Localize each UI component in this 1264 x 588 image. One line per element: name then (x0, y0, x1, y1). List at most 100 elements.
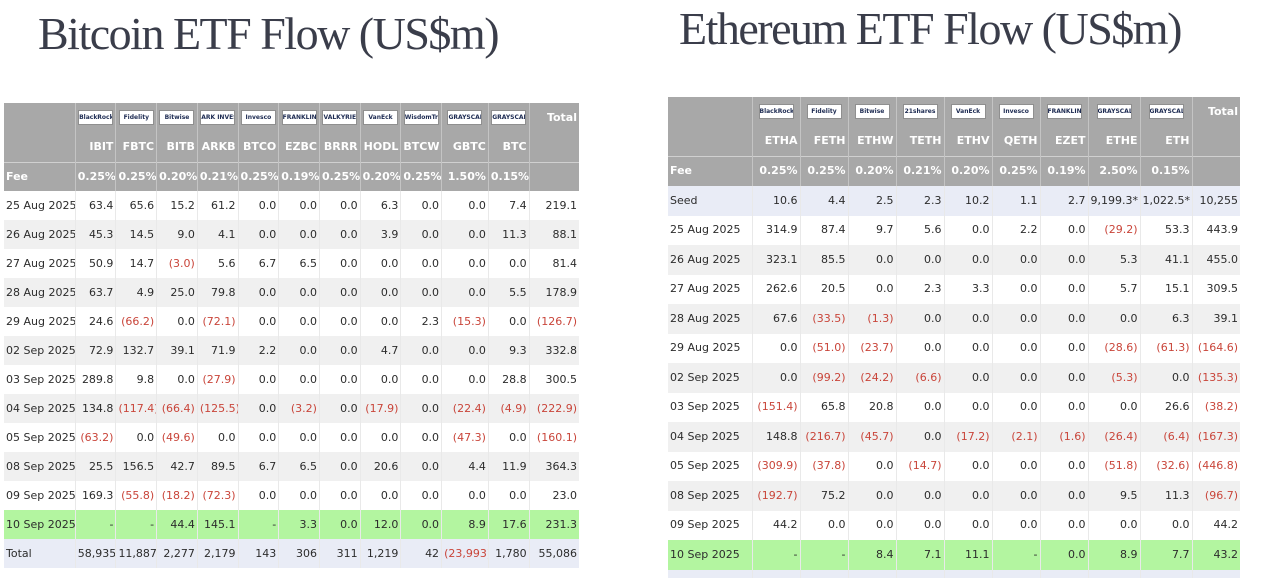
flow-value-etha: 148.8 (752, 422, 801, 452)
invesco-logo: Invesco (998, 104, 1034, 119)
issuer-logo-cell: Invesco (238, 103, 280, 132)
issuer-logo-cell: BlackRock (752, 97, 801, 126)
ethereum-flow-table: BlackRock Fidelity Bitwise 21shares VanEck In… (668, 97, 1240, 578)
row-total-value: (167.3) (1192, 422, 1240, 452)
flow-value-brrr: 0.0 (319, 191, 361, 220)
flow-value-ezet: (1.6) (1040, 422, 1089, 452)
fee-hodl: 0.20% (360, 161, 402, 191)
flow-value-feth: 87.4 (800, 215, 849, 245)
flow-value-ethv: 0.0 (944, 392, 993, 422)
row-label: 27 Aug 2025 (668, 274, 753, 304)
flow-value-hodl: 0.0 (360, 481, 402, 510)
flow-value-brrr: 0.0 (319, 220, 361, 249)
issuer-logo-cell: Fidelity (800, 97, 849, 126)
flow-value-ezet: 2.7 (1040, 186, 1089, 216)
grayscale-logo: GRAYSCALE (491, 110, 527, 125)
bottom-strip-cell (1040, 569, 1089, 578)
flow-value-qeth: 0.0 (992, 451, 1041, 481)
flow-value-qeth: 0.0 (992, 274, 1041, 304)
row-label: 10 Sep 2025 (668, 540, 753, 570)
flow-value-arkb: 0.0 (197, 423, 239, 452)
flow-value-ezet: 0.0 (1040, 215, 1089, 245)
flow-value-eth: 11.3 (1140, 481, 1193, 511)
flow-value-ezet: 0.0 (1040, 245, 1089, 275)
fee-feth: 0.25% (800, 155, 849, 186)
flow-value-btc: 11.9 (488, 452, 530, 481)
flow-value-ibit: 63.4 (75, 191, 117, 220)
flow-value-bitb: (66.4) (156, 394, 198, 423)
row-label: 10 Sep 2025 (4, 510, 76, 539)
flow-value-btco: 0.0 (238, 307, 280, 336)
fee-brrr: 0.25% (319, 161, 361, 191)
flow-value-ezbc: 6.5 (278, 249, 320, 278)
flow-value-eth: (6.4) (1140, 422, 1193, 452)
flow-value-qeth: 0.0 (992, 510, 1041, 540)
flow-value-btco: 0.0 (238, 278, 280, 307)
flow-value-arkb: 145.1 (197, 510, 239, 539)
flow-value-ezbc: (3.2) (278, 394, 320, 423)
row-label: 29 Aug 2025 (668, 333, 753, 363)
row-total-value: (135.3) (1192, 363, 1240, 393)
flow-value-hodl: 0.0 (360, 365, 402, 394)
vaneck-logo: VanEck (950, 104, 986, 119)
daily-flow-row: 08 Sep 2025 (192.7) 75.2 0.0 0.0 0.0 0.0 0.0 9.5… (668, 481, 1240, 511)
flow-value-ethv: 0.0 (944, 333, 993, 363)
flow-value-gbtc: 0.0 (441, 249, 489, 278)
row-total-value: 23.0 (529, 481, 579, 510)
fee-ibit: 0.25% (75, 161, 117, 191)
flow-value-fbtc: 14.5 (115, 220, 158, 249)
flow-value-etha: 0.0 (752, 363, 801, 393)
issuer-logo-cell: FRANKLIN TEMPLETON (278, 103, 320, 132)
flow-value-ezbc: 0.0 (278, 278, 320, 307)
issuer-logo-cell: GRAYSCALE (1140, 97, 1193, 126)
flow-value-ezet: 0.0 (1040, 274, 1089, 304)
ticker-total-blank (1192, 126, 1240, 156)
ticker-eth: ETH (1140, 126, 1193, 156)
flow-value-ethw: (24.2) (848, 363, 897, 393)
flow-value-eth: 26.6 (1140, 392, 1193, 422)
issuer-logo-row: BlackRock Fidelity Bitwise 21shares VanEck In… (668, 97, 1240, 126)
row-total-value: (96.7) (1192, 481, 1240, 511)
flow-value-feth: (99.2) (800, 363, 849, 393)
daily-flow-row: 08 Sep 2025 25.5 156.5 42.7 89.5 6.7 6.5 0.0 20.… (4, 452, 579, 481)
fee-label: Fee (4, 161, 76, 191)
row-total-value: 309.5 (1192, 274, 1240, 304)
flow-value-btc: 0.0 (488, 249, 530, 278)
flow-value-teth: 7.1 (896, 540, 945, 570)
flow-value-ibit: 25.5 (75, 452, 117, 481)
row-total-value: 443.9 (1192, 215, 1240, 245)
issuer-logo-row: BlackRock Fidelity Bitwise ARK INVEST Invesc… (4, 103, 579, 132)
daily-flow-row: 29 Aug 2025 24.6 (66.2) 0.0 (72.1) 0.0 0.0 0.0 0… (4, 307, 579, 336)
ticker-ethw: ETHW (848, 126, 897, 156)
fee-row: Fee 0.25% 0.25% 0.20% 0.21% 0.25% 0.19% 0.25% 0.… (4, 161, 579, 191)
fee-label: Fee (668, 155, 753, 186)
flow-value-eth: 7.7 (1140, 540, 1193, 570)
ticker-btcw: BTCW (400, 132, 443, 162)
flow-value-fbtc: - (115, 510, 158, 539)
flow-value-ezbc: 6.5 (278, 452, 320, 481)
row-label: Seed (668, 186, 753, 216)
row-label: 03 Sep 2025 (668, 392, 753, 422)
grayscale-logo: GRAYSCALE (447, 110, 483, 125)
flow-value-teth: 0.0 (896, 481, 945, 511)
ticker-feth: FETH (800, 126, 849, 156)
flow-value-feth: 75.2 (800, 481, 849, 511)
flow-value-feth: 0.0 (800, 510, 849, 540)
flow-value-etha: 262.6 (752, 274, 801, 304)
ark-invest-logo: ARK INVEST (200, 110, 236, 125)
row-total-value: (126.7) (529, 307, 579, 336)
flow-value-qeth: 0.0 (992, 245, 1041, 275)
seed-row: Seed 10.6 4.4 2.5 2.3 10.2 1.1 2.7 9,199.3* 1,022… (668, 186, 1240, 216)
row-label: 28 Aug 2025 (668, 304, 753, 334)
fidelity-logo: Fidelity (118, 110, 154, 125)
flow-value-btcw: 0.0 (400, 278, 443, 307)
flow-value-bitb: 0.0 (156, 307, 198, 336)
flow-value-hodl: 6.3 (360, 191, 402, 220)
issuer-logo-cell: GRAYSCALE (488, 103, 530, 132)
flow-value-qeth: (2.1) (992, 422, 1041, 452)
flow-value-bitb: (49.6) (156, 423, 198, 452)
ticker-ethe: ETHE (1088, 126, 1141, 156)
row-total-value: 88.1 (529, 220, 579, 249)
flow-value-etha: 44.2 (752, 510, 801, 540)
flow-value-ibit: 289.8 (75, 365, 117, 394)
